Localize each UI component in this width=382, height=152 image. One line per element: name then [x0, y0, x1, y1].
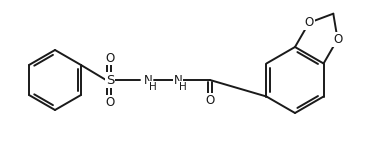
Text: O: O	[206, 93, 215, 107]
Text: O: O	[105, 95, 115, 109]
Text: O: O	[333, 33, 342, 46]
Text: H: H	[149, 82, 157, 92]
Text: O: O	[304, 16, 314, 29]
Text: O: O	[105, 52, 115, 64]
Text: N: N	[144, 74, 152, 86]
Text: S: S	[106, 74, 114, 86]
Text: H: H	[179, 82, 187, 92]
Text: N: N	[174, 74, 182, 86]
